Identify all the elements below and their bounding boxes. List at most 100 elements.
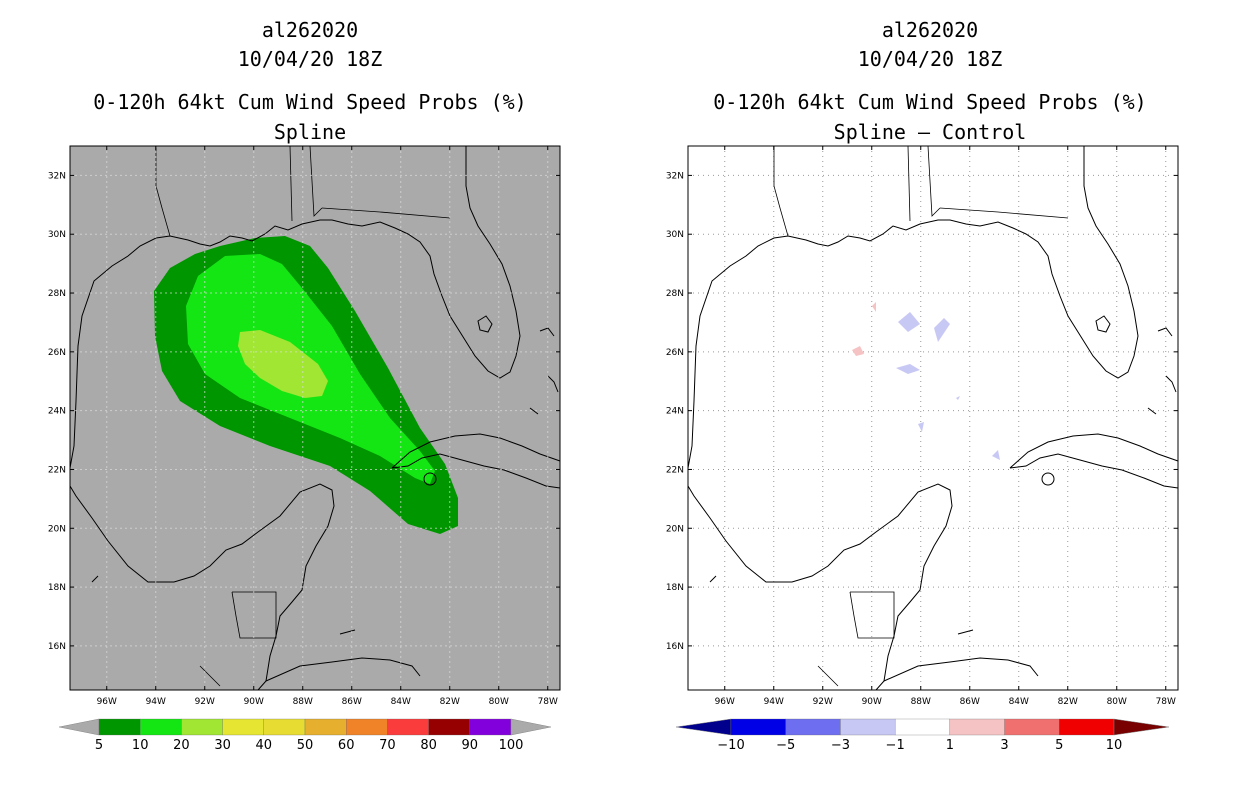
lon-tick-label: 94W [146, 697, 166, 707]
colorbar-swatch [98, 718, 141, 736]
colorbar-max-arrow [510, 718, 552, 736]
lat-tick-label: 24N [666, 407, 684, 417]
colorbar-label: 100 [499, 738, 524, 753]
left-map: 96W 94W 92W 90W 88W 86W 84W 82W 80W 78W 16N 18N 20N 2… [48, 145, 561, 707]
lon-tick-label: 78W [1156, 697, 1176, 707]
colorbar-swatch [894, 718, 951, 736]
colorbar-label: 40 [256, 738, 273, 753]
diff-blob-negative [896, 364, 920, 374]
colorbar-swatch [222, 718, 264, 736]
right-axis-ticks: 96W 94W 92W 90W 88W 86W 84W 82W 80W 78W 16N 18N 20N 2… [666, 146, 1178, 707]
colorbar-swatch [785, 718, 841, 736]
lon-tick-label: 88W [911, 697, 931, 707]
lat-tick-label: 22N [666, 465, 684, 475]
lat-tick-label: 20N [666, 524, 684, 534]
diff-blob-positive [872, 302, 876, 312]
colorbar-label: 10 [1106, 738, 1123, 753]
right-map: 96W 94W 92W 90W 88W 86W 84W 82W 80W 78W 16N 18N 20N 2… [666, 145, 1179, 707]
lat-tick-label: 26N [666, 348, 684, 358]
diff-blob-positive [852, 346, 864, 356]
colorbar-label: −1 [886, 738, 905, 753]
lon-tick-label: 80W [489, 697, 509, 707]
lat-tick-label: 30N [48, 230, 66, 240]
colorbar-label: 3 [1000, 738, 1008, 753]
colorbar-label: 1 [946, 738, 954, 753]
lon-tick-label: 84W [391, 697, 411, 707]
left-axis-ticks: 96W 94W 92W 90W 88W 86W 84W 82W 80W 78W 16N 18N 20N 2… [48, 146, 560, 707]
diff-blob-negative [934, 318, 950, 342]
lon-tick-label: 92W [195, 697, 215, 707]
colorbar-min-arrow [675, 718, 732, 736]
lat-tick-label: 28N [48, 289, 66, 299]
diff-blob-negative [898, 312, 920, 332]
colorbar-swatch [181, 718, 223, 736]
lat-tick-label: 32N [48, 171, 66, 181]
colorbar-swatch [730, 718, 786, 736]
colorbar-label: 60 [338, 738, 355, 753]
colorbar-min-arrow [58, 718, 100, 736]
lon-tick-label: 78W [538, 697, 558, 707]
colorbar-swatch [428, 718, 470, 736]
left-colorbar: 5 10 20 30 40 50 60 70 80 90 100 [58, 718, 552, 753]
lon-tick-label: 94W [764, 697, 784, 707]
colorbar-label: 5 [1055, 738, 1063, 753]
left-product-title: 0-120h 64kt Cum Wind Speed Probs (%) [93, 90, 527, 114]
lon-tick-label: 80W [1107, 697, 1127, 707]
lat-tick-label: 32N [666, 171, 684, 181]
lon-tick-label: 82W [440, 697, 460, 707]
right-colorbar: −10 −5 −3 −1 1 3 5 10 [675, 718, 1170, 753]
colorbar-swatch [469, 718, 512, 736]
colorbar-label: −5 [776, 738, 795, 753]
colorbar-label: 30 [214, 738, 231, 753]
left-datetime: 10/04/20 18Z [237, 47, 383, 71]
colorbar-label: 10 [132, 738, 149, 753]
colorbar-swatch [304, 718, 347, 736]
colorbar-swatch [949, 718, 1005, 736]
lon-tick-label: 88W [293, 697, 313, 707]
right-datetime: 10/04/20 18Z [857, 47, 1003, 71]
lon-tick-label: 90W [244, 697, 264, 707]
diff-blob-negative [918, 422, 924, 432]
colorbar-swatch [387, 718, 429, 736]
lon-tick-label: 92W [813, 697, 833, 707]
colorbar-swatch [840, 718, 896, 736]
colorbar-label: 50 [297, 738, 314, 753]
lat-tick-label: 20N [48, 524, 66, 534]
lat-tick-label: 18N [48, 583, 66, 593]
colorbar-max-arrow [1113, 718, 1170, 736]
lat-tick-label: 18N [666, 583, 684, 593]
colorbar-label: −10 [717, 738, 744, 753]
colorbar-label: 20 [173, 738, 190, 753]
lat-tick-label: 16N [48, 642, 66, 652]
colorbar-label: −3 [831, 738, 850, 753]
right-subtitle: Spline – Control [833, 120, 1027, 144]
colorbar-swatch [263, 718, 306, 736]
diff-blob-negative [956, 396, 960, 400]
lat-tick-label: 22N [48, 465, 66, 475]
lon-tick-label: 96W [97, 697, 117, 707]
colorbar-swatch [1059, 718, 1115, 736]
lat-tick-label: 16N [666, 642, 684, 652]
colorbar-label: 90 [462, 738, 479, 753]
colorbar-label: 80 [420, 738, 437, 753]
lat-tick-label: 30N [666, 230, 684, 240]
left-subtitle: Spline [273, 120, 347, 144]
prob-contour-20 [238, 330, 328, 398]
colorbar-label: 5 [95, 738, 103, 753]
left-graticule [70, 146, 560, 690]
right-graticule [688, 146, 1178, 690]
lon-tick-label: 84W [1009, 697, 1029, 707]
left-storm-id: al262020 [261, 18, 359, 42]
right-storm-id: al262020 [881, 18, 979, 42]
lat-tick-label: 28N [666, 289, 684, 299]
lat-tick-label: 26N [48, 348, 66, 358]
lon-tick-label: 86W [342, 697, 362, 707]
colorbar-swatch [1004, 718, 1060, 736]
colorbar-swatch [140, 718, 182, 736]
colorbar-swatch [346, 718, 388, 736]
lon-tick-label: 96W [715, 697, 735, 707]
right-product-title: 0-120h 64kt Cum Wind Speed Probs (%) [713, 90, 1147, 114]
lat-tick-label: 24N [48, 407, 66, 417]
lon-tick-label: 82W [1058, 697, 1078, 707]
